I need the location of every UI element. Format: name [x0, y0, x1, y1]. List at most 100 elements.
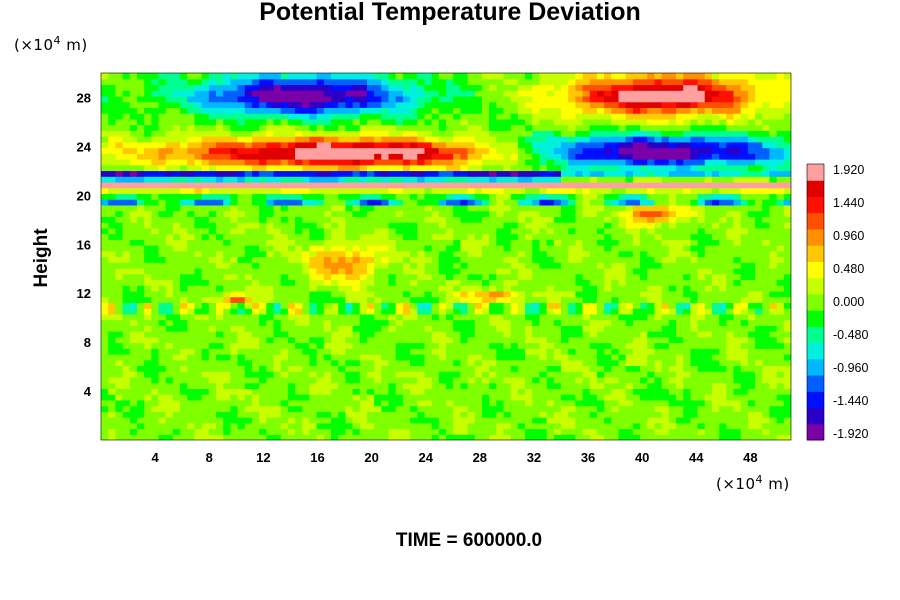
heatmap-cell: [776, 153, 785, 160]
heatmap-cell: [216, 181, 224, 189]
heatmap-cell: [769, 325, 778, 332]
heatmap-cell: [618, 405, 627, 412]
heatmap-cell: [295, 325, 303, 332]
heatmap-cell: [618, 336, 627, 344]
heatmap-cell: [259, 399, 267, 407]
heatmap-cell: [762, 222, 771, 229]
heatmap-cell: [467, 164, 476, 172]
heatmap-cell: [194, 204, 203, 212]
heatmap-cell: [323, 239, 332, 246]
heatmap-cell: [481, 187, 490, 195]
heatmap-cell: [216, 371, 224, 378]
heatmap-cell: [115, 176, 124, 183]
heatmap-cell: [625, 204, 634, 212]
heatmap-cell: [755, 227, 763, 235]
heatmap-cell: [783, 279, 791, 286]
heatmap-cell: [366, 331, 375, 338]
heatmap-cell: [596, 222, 605, 229]
heatmap-cell: [568, 422, 576, 430]
heatmap-cell: [740, 308, 749, 315]
heatmap-cell: [237, 141, 246, 149]
heatmap-cell: [187, 411, 196, 418]
heatmap-cell: [323, 394, 332, 401]
heatmap-cell: [668, 359, 677, 367]
heatmap-cell: [374, 319, 382, 326]
heatmap-cell: [431, 210, 440, 217]
heatmap-cell: [726, 371, 735, 378]
heatmap-cell: [136, 342, 145, 349]
heatmap-cell: [776, 313, 785, 321]
heatmap-cell: [216, 222, 224, 229]
heatmap-cell: [208, 187, 217, 195]
heatmap-cell: [561, 187, 569, 195]
heatmap-cell: [611, 399, 620, 407]
heatmap-cell: [208, 273, 217, 281]
heatmap-cell: [352, 394, 361, 401]
heatmap-cell: [604, 262, 612, 269]
heatmap-cell: [201, 279, 210, 286]
heatmap-cell: [755, 176, 763, 183]
heatmap-cell: [359, 290, 368, 298]
heatmap-cell: [733, 279, 742, 286]
heatmap-cell: [331, 371, 339, 378]
heatmap-cell: [589, 434, 598, 440]
heatmap-cell: [216, 159, 224, 166]
heatmap-cell: [122, 164, 131, 172]
heatmap-cell: [546, 348, 555, 355]
heatmap-cell: [151, 250, 160, 258]
heatmap-cell: [216, 256, 224, 263]
heatmap-cell: [223, 199, 231, 206]
heatmap-cell: [510, 181, 519, 189]
heatmap-cell: [654, 428, 663, 435]
heatmap-cell: [273, 204, 282, 212]
heatmap-cell: [165, 331, 174, 338]
heatmap-cell: [704, 181, 713, 189]
heatmap-cell: [683, 181, 691, 189]
heatmap-cell: [194, 222, 203, 229]
heatmap-cell: [431, 290, 440, 298]
heatmap-cell: [661, 176, 670, 183]
heatmap-cell: [309, 422, 318, 430]
heatmap-cell: [625, 353, 634, 361]
heatmap-cell: [424, 141, 433, 149]
heatmap-cell: [359, 227, 368, 235]
heatmap-cell: [726, 308, 735, 315]
heatmap-cell: [331, 290, 339, 298]
heatmap-cell: [165, 279, 174, 286]
heatmap-cell: [187, 348, 196, 355]
heatmap-cell: [381, 348, 390, 355]
heatmap-cell: [230, 239, 239, 246]
heatmap-cell: [474, 428, 483, 435]
heatmap-cell: [424, 170, 433, 177]
heatmap-cell: [582, 417, 591, 424]
heatmap-cell: [280, 170, 289, 177]
heatmap-cell: [553, 181, 562, 189]
heatmap-cell: [474, 199, 483, 206]
heatmap-cell: [640, 331, 648, 338]
heatmap-cell: [316, 141, 325, 149]
heatmap-cell: [561, 181, 569, 189]
heatmap-cell: [690, 222, 699, 229]
heatmap-cell: [503, 256, 512, 263]
heatmap-cell: [747, 302, 756, 309]
heatmap-cell: [532, 216, 541, 223]
heatmap-cell: [611, 239, 620, 246]
heatmap-cell: [374, 216, 382, 223]
heatmap-cell: [704, 376, 713, 384]
heatmap-cell: [711, 159, 720, 166]
heatmap-cell: [733, 353, 742, 361]
heatmap-cell: [273, 353, 282, 361]
heatmap-cell: [223, 210, 231, 217]
heatmap-cell: [546, 371, 555, 378]
heatmap-cell: [517, 342, 526, 349]
heatmap-cell: [438, 319, 447, 326]
heatmap-cell: [726, 279, 735, 286]
heatmap-cell: [503, 348, 512, 355]
heatmap-cell: [129, 176, 138, 183]
heatmap-cell: [259, 141, 267, 149]
heatmap-cell: [366, 434, 375, 440]
heatmap-cell: [165, 371, 174, 378]
heatmap-cell: [381, 331, 390, 338]
heatmap-cell: [151, 233, 160, 240]
heatmap-cell: [273, 290, 282, 298]
